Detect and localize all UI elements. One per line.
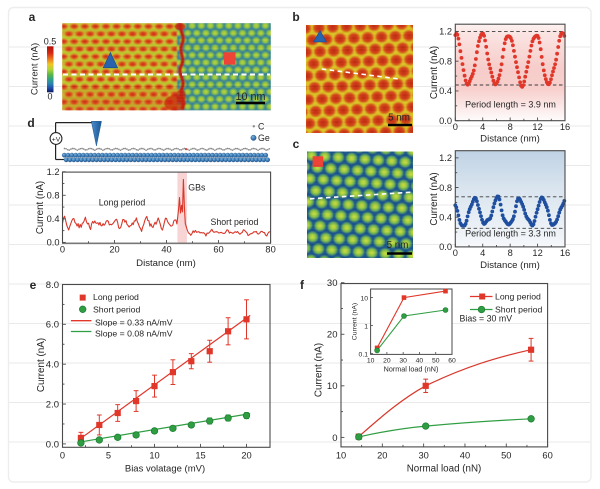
svg-text:8.0: 8.0 [46,280,59,291]
svg-text:Bias = 30 mV: Bias = 30 mV [460,314,513,324]
svg-text:0.4: 0.4 [439,86,452,96]
svg-text:16: 16 [560,122,570,132]
svg-text:5 nm: 5 nm [387,240,409,251]
svg-text:1.2: 1.2 [47,167,60,177]
svg-text:0.1: 0.1 [359,351,369,358]
svg-text:C: C [258,122,265,132]
svg-text:Distance (nm): Distance (nm) [480,260,540,271]
svg-text:Current (nA): Current (nA) [314,343,325,397]
svg-text:60: 60 [448,358,456,365]
svg-text:4: 4 [480,122,485,132]
svg-text:20: 20 [377,450,387,460]
svg-text:0: 0 [453,122,458,132]
svg-text:e: e [30,278,37,292]
svg-text:d: d [27,116,34,130]
svg-text:8: 8 [508,248,513,258]
svg-text:10 nm: 10 nm [235,91,265,103]
svg-text:10: 10 [336,450,346,460]
svg-text:6.0: 6.0 [46,320,59,331]
svg-text:Current (nA): Current (nA) [429,172,440,225]
svg-text:Long period: Long period [99,198,146,208]
svg-text:10: 10 [149,450,159,460]
svg-text:15: 15 [195,450,205,460]
svg-text:12: 12 [532,248,542,258]
svg-text:1.2: 1.2 [439,153,452,163]
svg-text:c: c [293,137,300,151]
svg-text:Distance (nm): Distance (nm) [480,134,540,145]
svg-text:5 nm: 5 nm [388,113,410,124]
svg-text:50: 50 [501,450,511,460]
svg-text:40: 40 [460,450,470,460]
svg-text:60: 60 [542,450,552,460]
svg-text:0.0: 0.0 [439,242,452,252]
svg-text:20: 20 [109,244,119,254]
svg-text:0.0: 0.0 [46,439,59,450]
svg-text:0: 0 [60,244,65,254]
svg-text:0.0: 0.0 [439,116,452,126]
svg-text:16: 16 [560,248,570,258]
svg-text:0.8: 0.8 [439,56,452,66]
svg-text:1: 1 [364,323,368,330]
svg-text:4.0: 4.0 [46,360,59,371]
svg-text:Long period: Long period [93,292,139,302]
svg-text:Period length = 3.9 nm: Period length = 3.9 nm [465,100,556,110]
svg-text:0.4: 0.4 [439,213,452,223]
svg-text:10: 10 [367,358,375,365]
svg-text:30: 30 [399,358,407,365]
svg-text:50: 50 [432,358,440,365]
svg-text:40: 40 [416,358,424,365]
svg-text:0: 0 [332,433,337,444]
svg-text:Distance (nm): Distance (nm) [136,258,196,269]
svg-text:0.8: 0.8 [439,183,452,193]
svg-text:0.4: 0.4 [47,214,60,224]
svg-text:5: 5 [106,450,111,460]
svg-text:0.5: 0.5 [44,36,57,46]
svg-text:20: 20 [383,358,391,365]
svg-text:f: f [300,278,305,292]
svg-text:30: 30 [418,450,428,460]
svg-text:30: 30 [327,278,338,289]
svg-text:Slope = 0.08 nA/mV: Slope = 0.08 nA/mV [95,328,173,338]
svg-text:40: 40 [161,244,171,254]
svg-text:10: 10 [327,381,338,392]
svg-text:0.0: 0.0 [47,238,60,248]
svg-text:Normal load (nN): Normal load (nN) [407,463,482,474]
svg-text:20: 20 [241,450,251,460]
svg-text:Long period: Long period [495,292,541,302]
svg-text:1.2: 1.2 [439,27,452,37]
svg-text:8: 8 [508,122,513,132]
svg-text:0: 0 [60,450,65,460]
svg-text:2.0: 2.0 [46,399,59,410]
svg-text:4: 4 [480,248,485,258]
svg-text:+V: +V [52,136,61,143]
svg-text:a: a [29,10,36,24]
svg-text:Current (nA): Current (nA) [30,43,41,95]
svg-text:Current (nA): Current (nA) [352,303,359,340]
svg-text:20: 20 [327,330,338,341]
svg-text:Slope = 0.33 nA/mV: Slope = 0.33 nA/mV [95,318,173,328]
svg-text:Bias volatage (mV): Bias volatage (mV) [125,463,205,474]
svg-text:60: 60 [213,244,223,254]
svg-text:0.8: 0.8 [47,191,60,201]
svg-text:Short period: Short period [211,217,259,227]
svg-text:Period length = 3.3 nm: Period length = 3.3 nm [465,229,556,239]
svg-text:Current (nA): Current (nA) [35,181,46,234]
svg-text:0: 0 [453,248,458,258]
svg-text:b: b [292,10,299,24]
svg-text:GBs: GBs [188,182,206,192]
svg-text:Current (nA): Current (nA) [36,338,47,392]
svg-text:80: 80 [265,244,275,254]
svg-text:10: 10 [360,295,368,302]
svg-text:0: 0 [47,92,52,102]
svg-text:Current (nA): Current (nA) [429,46,440,99]
svg-text:Normal load (nN): Normal load (nN) [384,365,439,374]
svg-text:12: 12 [532,122,542,132]
svg-text:Short period: Short period [93,304,140,314]
svg-text:Short period: Short period [495,305,542,315]
svg-text:Ge: Ge [258,133,270,143]
